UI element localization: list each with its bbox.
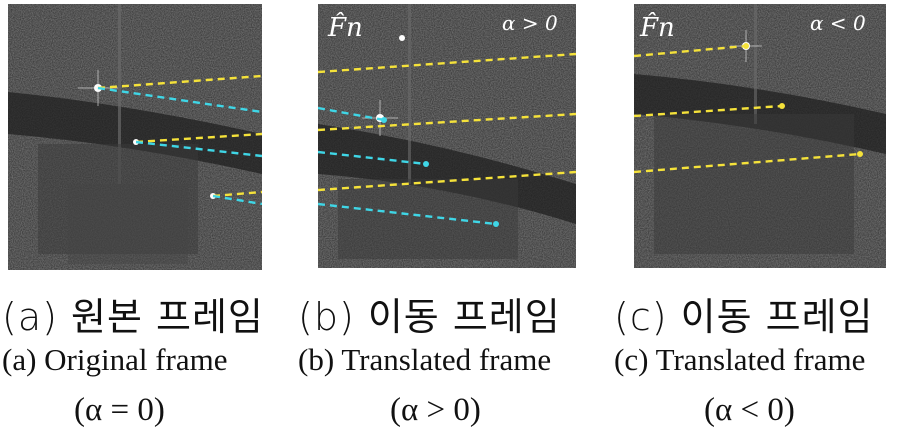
yellow-line [634,44,747,58]
caption-b-condition: (α > 0) [390,392,481,428]
cyan-line [97,86,262,114]
caption-a-english: (a) Original frame [2,342,228,377]
cyan-line [318,150,427,166]
caption-c-english: (c) Translated frame [614,342,866,377]
cyan-line [212,194,262,206]
overlay-frame-label: F̂n [327,12,363,43]
caption-c-condition: (α < 0) [704,392,795,428]
overlay-alpha-condition: α < 0 [810,11,866,35]
overlay-alpha-condition: α > 0 [502,11,558,35]
yellow-line [212,190,262,198]
caption-c-korean: (c) 이동 프레임 [614,295,874,339]
yellow-line [634,152,861,174]
panel-c-image: F̂n α < 0 [634,4,886,268]
caption-b-korean: (b) 이동 프레임 [298,295,561,339]
sar-image-translated-negative: F̂n α < 0 [634,4,886,268]
yellow-line [135,132,262,144]
panel-a-image [8,4,262,270]
cyan-line [135,140,262,158]
overlay-frame-label: F̂n [639,12,675,43]
sar-image-original [8,4,262,270]
caption-a-condition: (α = 0) [74,392,165,428]
panel-b-image: F̂n α > 0 [318,4,576,268]
sar-image-translated-positive: F̂n α > 0 [318,4,576,268]
yellow-line [97,74,262,90]
match-lines [634,43,863,174]
match-lines [318,52,576,227]
yellow-line [634,104,783,118]
match-lines [97,74,262,206]
caption-b-english: (b) Translated frame [298,342,552,377]
caption-a-korean: (a) 원본 프레임 [2,295,264,339]
cyan-line [318,202,497,226]
